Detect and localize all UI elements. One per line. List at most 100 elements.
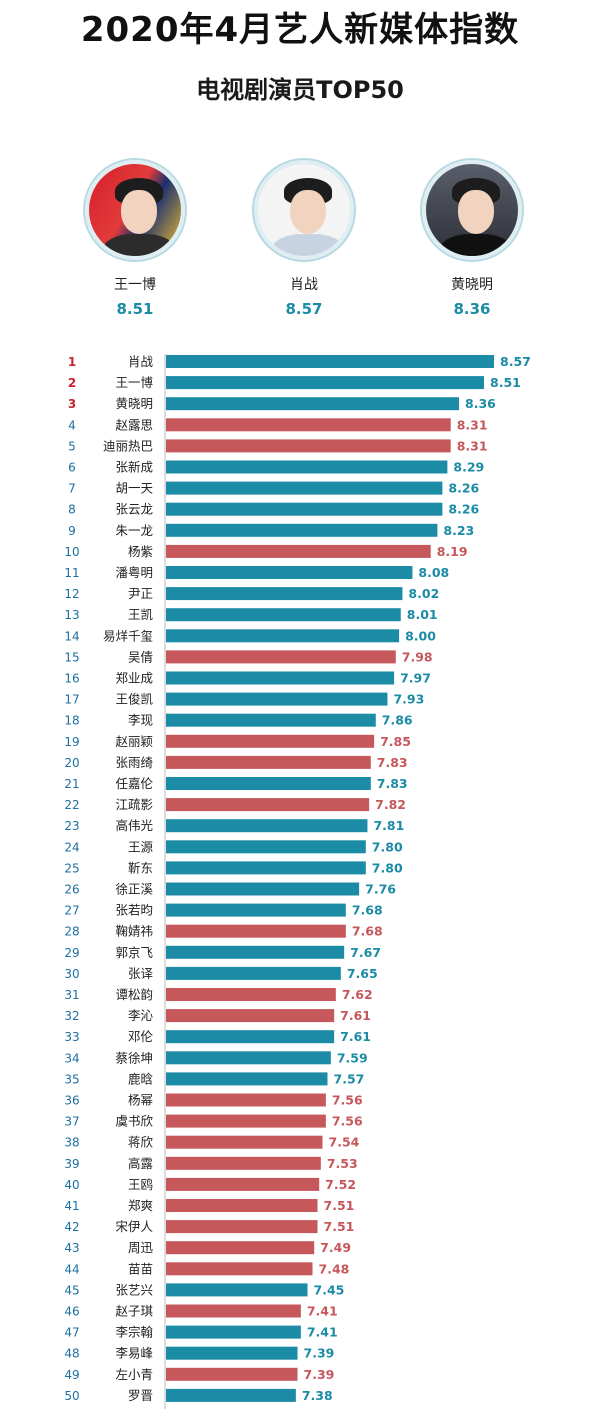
rank-label: 14 xyxy=(64,629,79,643)
bar xyxy=(166,1325,301,1339)
bar xyxy=(166,587,403,601)
bar xyxy=(166,1283,308,1297)
category-label: 赵子琪 xyxy=(115,1304,153,1319)
bar xyxy=(166,1262,313,1276)
data-label: 7.97 xyxy=(400,671,431,686)
bar xyxy=(166,376,485,390)
rank-label: 42 xyxy=(64,1220,79,1234)
rank-label: 13 xyxy=(64,608,79,622)
data-label: 7.68 xyxy=(352,903,383,918)
rank-label: 7 xyxy=(68,482,76,496)
data-label: 7.83 xyxy=(377,776,408,791)
category-label: 虞书欣 xyxy=(115,1114,153,1129)
podium-name: 肖战 xyxy=(290,277,318,293)
category-label: 肖战 xyxy=(128,354,154,369)
rank-label: 45 xyxy=(64,1283,79,1297)
rank-label: 37 xyxy=(64,1115,79,1129)
podium-name: 黄晓明 xyxy=(451,277,493,293)
data-label: 7.56 xyxy=(332,1114,363,1129)
category-label: 王源 xyxy=(128,839,154,854)
rank-label: 3 xyxy=(68,397,76,411)
category-label: 王凯 xyxy=(128,607,154,622)
bar xyxy=(166,840,366,854)
data-label: 7.65 xyxy=(347,966,378,981)
bar xyxy=(166,566,413,579)
data-label: 7.93 xyxy=(393,692,424,707)
rank-label: 34 xyxy=(64,1051,79,1065)
rank-label: 33 xyxy=(64,1030,79,1044)
bar xyxy=(166,544,431,558)
rank-label: 38 xyxy=(64,1136,79,1150)
rank-label: 29 xyxy=(64,946,79,960)
category-label: 赵露思 xyxy=(115,417,153,432)
data-label: 7.67 xyxy=(350,945,381,960)
data-label: 7.41 xyxy=(307,1325,338,1340)
category-label: 鹿晗 xyxy=(128,1071,154,1086)
data-label: 7.83 xyxy=(377,755,408,770)
rank-label: 49 xyxy=(64,1368,79,1382)
data-label: 7.41 xyxy=(307,1304,338,1319)
rank-label: 8 xyxy=(68,503,76,517)
rank-label: 44 xyxy=(64,1262,79,1276)
data-label: 7.85 xyxy=(380,734,411,749)
data-label: 8.02 xyxy=(408,586,439,601)
bar xyxy=(166,1220,318,1234)
rank-label: 36 xyxy=(64,1094,79,1108)
podium-second: 王一博 8.51 xyxy=(75,160,195,318)
data-label: 8.31 xyxy=(457,417,488,432)
category-label: 高伟光 xyxy=(115,818,153,833)
category-label: 潘粤明 xyxy=(115,565,153,580)
rank-label: 12 xyxy=(64,587,79,601)
podium-score: 8.51 xyxy=(116,300,154,318)
category-label: 王一博 xyxy=(115,375,153,390)
category-label: 张云龙 xyxy=(115,502,153,517)
data-label: 8.08 xyxy=(418,565,449,580)
rank-label: 20 xyxy=(64,756,79,770)
podium-name: 王一博 xyxy=(114,277,156,293)
podium-score: 8.57 xyxy=(285,300,323,318)
data-label: 7.49 xyxy=(320,1240,351,1255)
rank-label: 24 xyxy=(64,840,79,854)
bar xyxy=(166,988,336,1001)
rank-label: 28 xyxy=(64,925,79,939)
data-label: 7.39 xyxy=(304,1367,335,1382)
avatar-third xyxy=(422,160,522,260)
bar xyxy=(166,1388,296,1402)
ranking-bar-chart: 1 肖战 8.57 2 王一博 8.51 3 黄晓明 8.36 4 赵露思 8.31 5 迪丽热巴 8.31… xyxy=(64,354,531,1409)
data-label: 7.68 xyxy=(352,924,383,939)
category-label: 李易峰 xyxy=(115,1346,153,1361)
bar xyxy=(166,924,346,938)
podium-first: 肖战 8.57 xyxy=(244,160,364,318)
data-label: 8.57 xyxy=(500,354,531,369)
data-label: 7.51 xyxy=(324,1198,355,1213)
rank-label: 4 xyxy=(68,418,76,432)
category-label: 杨紫 xyxy=(128,544,153,559)
category-label: 王俊凯 xyxy=(115,692,153,707)
data-label: 7.57 xyxy=(334,1071,365,1086)
rank-label: 25 xyxy=(64,861,79,875)
data-label: 8.29 xyxy=(453,460,484,475)
bar xyxy=(166,1199,318,1212)
category-label: 江疏影 xyxy=(115,797,153,812)
category-label: 张艺兴 xyxy=(115,1282,153,1297)
avatar-second xyxy=(85,160,185,260)
top3-podium: 王一博 8.51 肖战 8.57 黄晓明 8.36 xyxy=(0,160,600,330)
bar xyxy=(166,713,376,727)
category-label: 吴倩 xyxy=(128,649,153,664)
data-label: 7.80 xyxy=(372,860,403,875)
rank-label: 18 xyxy=(64,714,79,728)
bar xyxy=(166,755,371,769)
category-label: 迪丽热巴 xyxy=(103,438,153,453)
rank-label: 48 xyxy=(64,1347,79,1361)
category-label: 郑业成 xyxy=(115,671,153,686)
bar xyxy=(166,502,443,516)
rank-label: 21 xyxy=(64,777,79,791)
category-label: 左小青 xyxy=(115,1367,153,1382)
bar xyxy=(166,1156,321,1170)
data-label: 7.39 xyxy=(304,1346,335,1361)
data-label: 8.19 xyxy=(437,544,468,559)
category-label: 易烊千玺 xyxy=(103,628,153,643)
page-subtitle: 电视剧演员TOP50 xyxy=(196,76,404,104)
data-label: 8.31 xyxy=(457,438,488,453)
data-label: 7.51 xyxy=(324,1219,355,1234)
